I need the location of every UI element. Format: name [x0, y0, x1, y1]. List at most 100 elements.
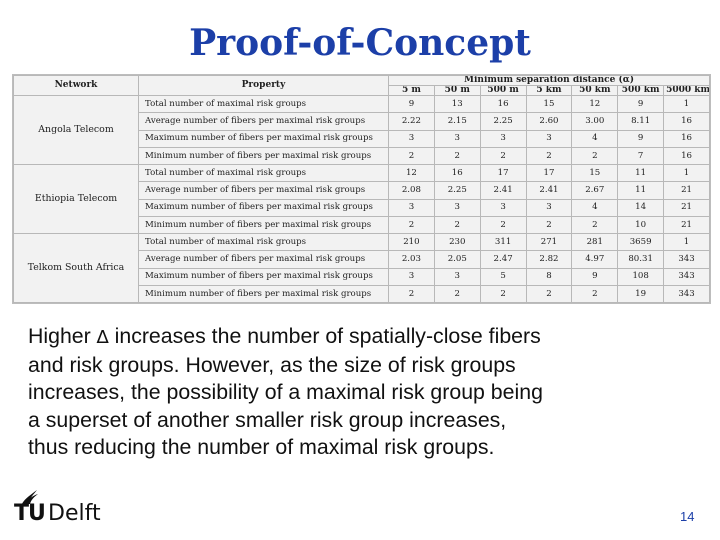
body-line-rest: increases the number of spatially-close … [108, 324, 541, 348]
value-cell: 230 [433, 232, 481, 252]
body-line-start: Higher [28, 324, 97, 348]
header-network: Network [13, 75, 139, 96]
network-name: Ethiopia Telecom [13, 164, 139, 234]
value-cell: 2 [388, 215, 435, 235]
network-name: Angola Telecom [13, 95, 139, 165]
value-cell: 16 [663, 112, 710, 131]
value-cell: 2.41 [479, 181, 527, 200]
value-cell: 2 [571, 146, 619, 166]
value-cell: 281 [571, 232, 619, 252]
delta-symbol: ∆ [96, 327, 109, 348]
value-cell: 2 [388, 146, 435, 166]
value-cell: 12 [571, 94, 619, 114]
table-row: Maximum number of fibers per maximal ris… [14, 198, 710, 217]
value-cell: 15 [525, 94, 573, 114]
value-cell: 10 [617, 215, 665, 235]
value-cell: 17 [479, 163, 527, 183]
value-cell: 1 [663, 232, 710, 252]
value-cell: 3 [388, 198, 435, 217]
slide-title: Proof-of-Concept [189, 22, 531, 64]
value-cell: 16 [663, 146, 710, 166]
distance-header: 500 km [617, 85, 665, 96]
value-cell: 2.25 [433, 181, 481, 200]
body-line: a superset of another smaller risk group… [28, 407, 507, 432]
value-cell: 2.15 [433, 112, 481, 131]
body-line: and risk groups. However, as the size of… [28, 352, 516, 377]
value-cell: 343 [663, 250, 710, 269]
table-body: Angola Telecom Total number of maximal ri… [13, 94, 710, 304]
logo-tu: TU [14, 501, 46, 526]
value-cell: 15 [571, 163, 619, 183]
network-name: Telkom South Africa [13, 233, 139, 303]
property-cell: Minimum number of fibers per maximal ris… [138, 146, 389, 166]
value-cell: 1 [663, 163, 710, 183]
value-cell: 2.22 [388, 112, 435, 131]
value-cell: 3 [525, 129, 573, 148]
value-cell: 12 [388, 163, 435, 183]
property-cell: Total number of maximal risk groups [138, 94, 389, 114]
table-row: Minimum number of fibers per maximal ris… [14, 284, 710, 304]
property-cell: Average number of fibers per maximal ris… [138, 250, 389, 269]
table-row: Angola Telecom Total number of maximal ri… [13, 94, 710, 165]
value-cell: 3.00 [571, 112, 619, 131]
value-cell: 16 [663, 129, 710, 148]
value-cell: 1 [663, 94, 710, 114]
distance-header: 50 m [433, 85, 481, 96]
value-cell: 2.82 [525, 250, 573, 269]
value-cell: 3 [479, 129, 527, 148]
value-cell: 9 [617, 94, 665, 114]
value-cell: 7 [617, 146, 665, 166]
property-cell: Average number of fibers per maximal ris… [138, 181, 389, 200]
distance-header: 5 m [388, 85, 435, 96]
value-cell: 21 [663, 181, 710, 200]
property-cell: Maximum number of fibers per maximal ris… [138, 198, 389, 217]
table-header-row: Network Property Minimum separation dist… [13, 75, 710, 96]
value-cell: 11 [617, 163, 665, 183]
value-cell: 19 [617, 284, 665, 304]
value-cell: 9 [571, 267, 619, 286]
value-cell: 2 [525, 284, 573, 304]
value-cell: 4.97 [571, 250, 619, 269]
value-cell: 3 [388, 129, 435, 148]
value-cell: 343 [663, 267, 710, 286]
property-cell: Total number of maximal risk groups [138, 232, 389, 252]
value-cell: 3 [433, 198, 481, 217]
body-line: increases, the possibility of a maximal … [28, 380, 543, 404]
distance-header: 50 km [571, 85, 619, 96]
value-cell: 2.25 [479, 112, 527, 131]
value-cell: 21 [663, 198, 710, 217]
value-cell: 3 [433, 129, 481, 148]
property-cell: Maximum number of fibers per maximal ris… [138, 267, 389, 286]
value-cell: 2 [479, 215, 527, 235]
value-cell: 3 [525, 198, 573, 217]
property-cell: Maximum number of fibers per maximal ris… [138, 129, 389, 148]
table-row: Average number of fibers per maximal ris… [14, 250, 710, 269]
risk-group-table-container: Network Property Minimum separation dist… [12, 74, 711, 304]
property-cell: Average number of fibers per maximal ris… [138, 112, 389, 131]
value-cell: 2 [571, 215, 619, 235]
value-cell: 343 [663, 284, 710, 304]
flame-icon [21, 490, 38, 506]
value-cell: 210 [388, 232, 435, 252]
body-line: thus reducing the number of maximal risk… [28, 435, 495, 459]
distance-header: 500 m [479, 85, 527, 96]
value-cell: 2 [525, 146, 573, 166]
value-cell: 2.67 [571, 181, 619, 200]
value-cell: 80.31 [617, 250, 665, 269]
value-cell: 4 [571, 198, 619, 217]
value-cell: 9 [388, 94, 435, 114]
value-cell: 21 [663, 215, 710, 235]
value-cell: 2.05 [433, 250, 481, 269]
property-cell: Total number of maximal risk groups [138, 163, 389, 183]
value-cell: 2 [433, 146, 481, 166]
risk-group-table: Network Property Minimum separation dist… [13, 75, 710, 304]
property-cell: Minimum number of fibers per maximal ris… [138, 284, 389, 304]
value-cell: 8.11 [617, 112, 665, 131]
table-row: Telkom South Africa Total number of maxim… [13, 232, 710, 303]
table-row: Maximum number of fibers per maximal ris… [14, 129, 710, 148]
value-cell: 16 [479, 94, 527, 114]
value-cell: 108 [617, 267, 665, 286]
value-cell: 2 [479, 146, 527, 166]
value-cell: 4 [571, 129, 619, 148]
